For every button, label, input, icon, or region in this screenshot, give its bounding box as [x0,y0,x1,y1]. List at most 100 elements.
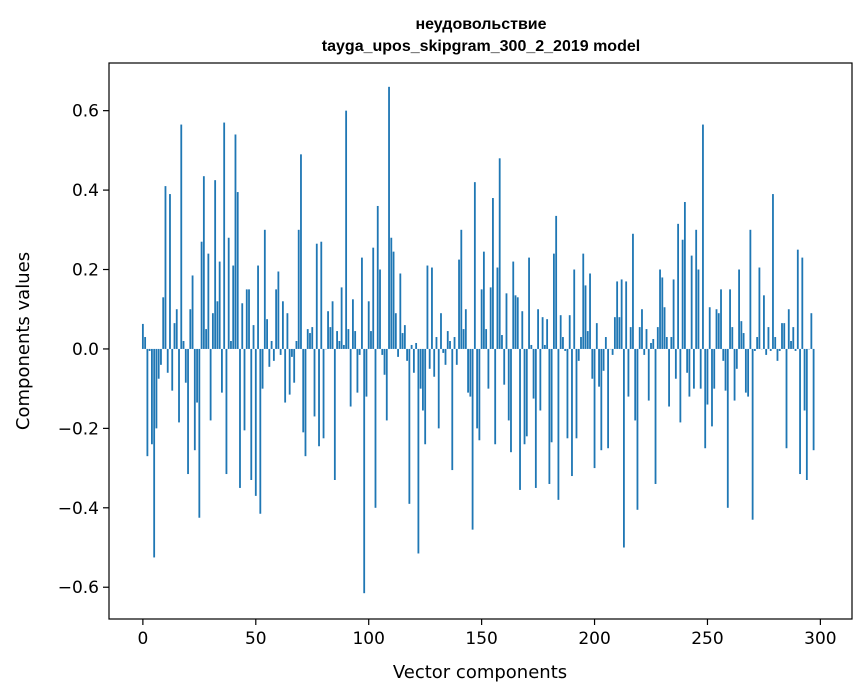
bar [460,229,463,349]
bar [322,348,325,439]
bar [259,348,262,514]
bar [688,348,691,397]
bar [625,281,628,349]
bar [399,273,402,349]
bar [580,337,582,349]
x-tick-label: 0 [137,629,148,649]
bar [487,348,490,389]
bar [663,307,666,349]
bar [376,205,379,349]
bar [582,253,585,349]
bar [812,348,815,451]
bar [679,348,682,423]
bar [225,348,228,475]
bar [412,348,415,373]
bar [733,348,736,401]
bar [200,241,203,349]
bar [726,348,729,508]
bar [749,229,752,349]
bar [275,289,278,349]
bar [318,348,320,447]
bar [193,348,196,451]
bar [178,348,180,423]
bar [735,348,738,369]
bar [252,325,255,349]
bar [681,239,684,349]
bar [345,110,348,349]
bar [731,327,734,349]
bar [187,348,189,475]
bar [338,341,341,349]
bar [774,337,777,349]
bar [401,333,404,349]
bar [571,348,573,477]
bar [532,348,535,399]
bar [740,321,743,349]
bar [160,348,162,365]
bar [638,327,641,349]
bar [270,341,273,349]
bar [453,337,456,349]
bar [654,348,657,484]
bar [670,337,673,349]
bar [550,348,553,443]
bar [349,348,352,407]
bar [390,237,393,349]
chart-title: неудовольствие [415,16,546,33]
bar [801,257,804,349]
bar [514,295,517,349]
bar [763,295,765,349]
bar [785,348,788,449]
bar [604,337,607,349]
bar [627,348,630,397]
bar [519,348,521,490]
bar [476,348,479,429]
bar [591,348,594,379]
x-tick-label: 250 [691,629,723,649]
bar [652,339,655,349]
bar [239,348,241,488]
bar [573,269,576,349]
bar [683,202,686,349]
bar [198,348,201,518]
y-tick-label: 0.4 [72,181,99,201]
bar [577,348,580,361]
bar [498,158,501,349]
bar [227,237,230,349]
bar [284,348,287,403]
bar [424,348,427,445]
bar [661,277,664,349]
bar [230,341,232,349]
bar [458,259,460,349]
bar [422,348,424,411]
bar [636,348,639,510]
bar [765,348,768,355]
x-tick-label: 200 [578,629,610,649]
bar [539,348,542,411]
bar [266,319,268,349]
bar [309,333,311,349]
bar [277,271,280,349]
bar [313,348,316,417]
bar [796,249,799,349]
bar [403,325,406,349]
bar [257,265,259,349]
y-tick-label: −0.2 [58,419,99,439]
bar [449,341,451,349]
bar [333,348,336,480]
bar [656,327,659,349]
bar [469,348,472,397]
bar [738,269,740,349]
plot-frame [108,62,853,620]
bar [720,289,722,349]
bar [331,301,334,349]
bar [141,323,144,349]
bar [397,348,399,357]
bar [674,348,677,379]
bar [607,348,609,449]
bar [365,348,368,397]
bar [451,348,454,471]
x-tick-label: 100 [352,629,384,649]
bar [336,331,338,349]
